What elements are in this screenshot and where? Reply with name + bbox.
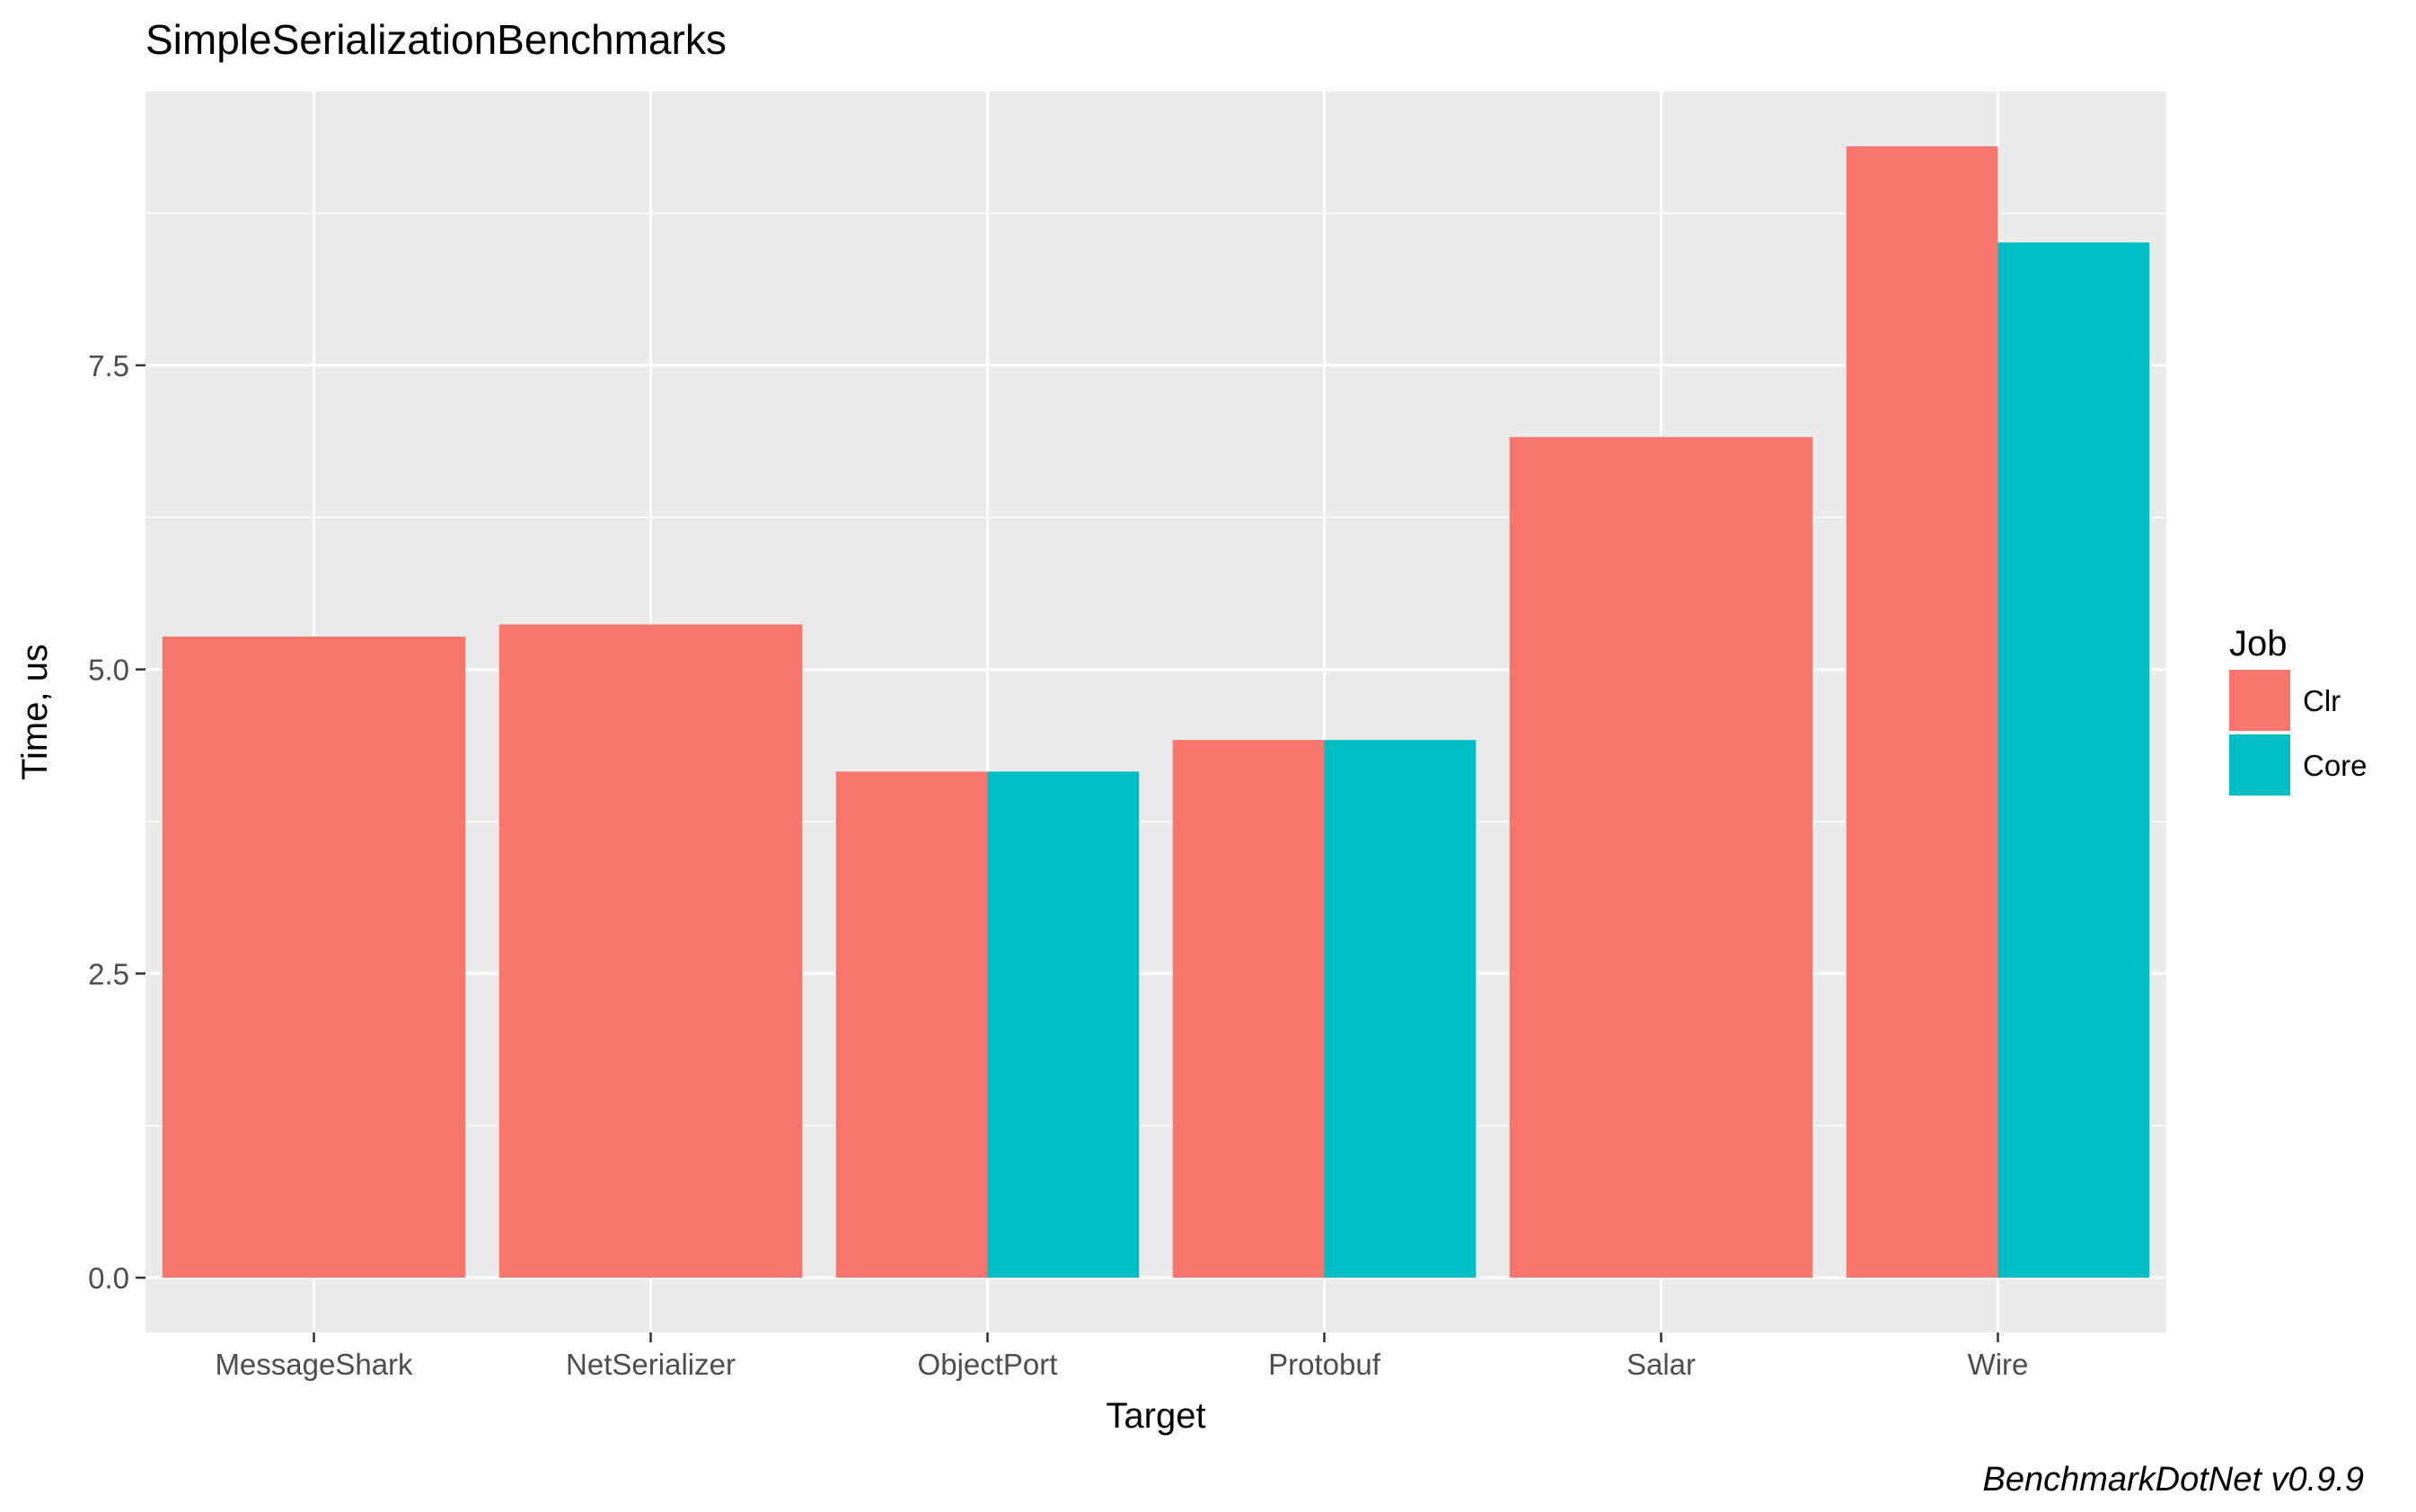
x-axis-title: Target xyxy=(1106,1396,1205,1436)
x-tick-label: Salar xyxy=(1627,1348,1696,1381)
legend-title: Job xyxy=(2229,624,2288,664)
bar-core-protobuf xyxy=(1324,740,1477,1279)
grid-minor xyxy=(145,212,2166,1127)
legend-swatch-clr xyxy=(2229,670,2290,731)
bar-clr-objectport xyxy=(835,771,988,1279)
x-tick-label: ObjectPort xyxy=(918,1348,1058,1381)
caption: BenchmarkDotNet v0.9.9 xyxy=(1982,1461,2364,1499)
y-tick-label: 7.5 xyxy=(88,349,129,382)
legend-label-core: Core xyxy=(2303,749,2368,782)
bar-clr-protobuf xyxy=(1172,740,1325,1279)
legend: Job Clr Core xyxy=(2229,624,2368,796)
x-axis: MessageShark NetSerializer ObjectPort Proto… xyxy=(215,1332,2028,1381)
bars xyxy=(162,145,2150,1279)
legend-label-clr: Clr xyxy=(2303,684,2341,717)
bar-clr-messageshark xyxy=(162,636,466,1279)
x-tick-label: NetSerializer xyxy=(566,1348,736,1381)
y-tick-label: 0.0 xyxy=(88,1261,129,1295)
bar-core-objectport xyxy=(987,771,1140,1279)
y-tick-label: 2.5 xyxy=(88,957,129,990)
x-tick-label: Wire xyxy=(1968,1348,2029,1381)
x-tick-label: MessageShark xyxy=(215,1348,413,1381)
bar-clr-wire xyxy=(1846,145,1998,1279)
legend-items: Clr Core xyxy=(2229,670,2368,796)
bar-clr-salar xyxy=(1509,436,1813,1279)
y-axis-title: Time, us xyxy=(15,644,55,780)
legend-swatch-core xyxy=(2229,734,2290,796)
y-tick-label: 5.0 xyxy=(88,654,129,687)
y-axis: 0.0 2.5 5.0 7.5 xyxy=(88,349,145,1295)
x-tick-label: Protobuf xyxy=(1268,1348,1381,1381)
bar-core-wire xyxy=(1997,242,2150,1279)
bar-clr-netserializer xyxy=(498,624,803,1279)
chart-title: SimpleSerializationBenchmarks xyxy=(145,16,727,63)
